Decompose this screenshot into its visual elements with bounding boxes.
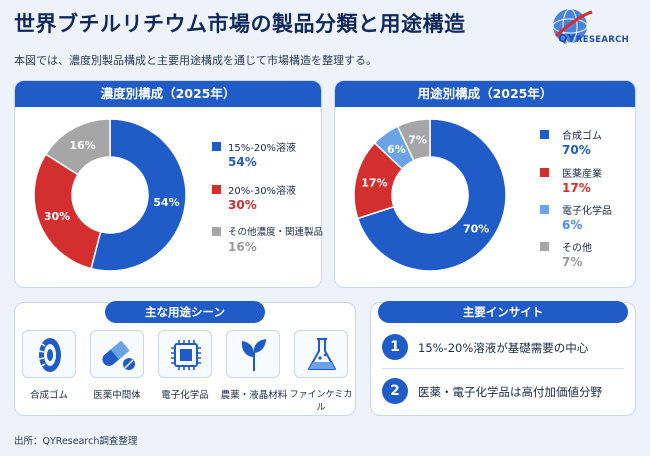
donut-0-slice-0 — [90, 118, 187, 272]
tire-icon — [38, 338, 61, 372]
logo-wordmark: QYRESEARCH — [558, 32, 629, 45]
legend-value-other-conc: 16% — [228, 240, 257, 254]
legend-label-other-app: その他 — [562, 243, 592, 254]
source-note: 出所：QYResearch調査整理 — [14, 436, 138, 447]
page-title: 世界ブチルリチウム市場の製品分類と用途構造 — [14, 12, 466, 36]
page-subtitle: 本図では、濃度別製品構成と主要用途構成を通じて市場構造を整理する。 — [14, 54, 377, 67]
legend-swatch-electronics — [540, 205, 549, 214]
legend-swatch-rubber — [540, 130, 549, 139]
application-donut-chart: 70% 17% 6%7% — [353, 118, 507, 272]
scene-leaf — [226, 330, 280, 378]
scene-flask — [294, 330, 348, 378]
concentration-donut-chart: 54% 30% 16% — [33, 118, 187, 272]
legend-swatch-20-30 — [212, 185, 221, 194]
donut-0-slice-1 — [33, 153, 102, 270]
legend-value-other-app: 7% — [562, 255, 583, 269]
chip-icon — [171, 340, 201, 370]
legend-value-electronics: 6% — [562, 218, 583, 232]
flask-icon — [308, 338, 336, 370]
donut-1-slice-label-0: 70% — [463, 223, 489, 236]
donut-0-slice-label-2: 16% — [69, 139, 95, 152]
scene-chip — [158, 330, 212, 378]
legend-value-20-30: 30% — [228, 198, 257, 212]
insight-number-2: 2 — [382, 378, 408, 404]
concentration-card-title: 濃度別構成（2025年） — [15, 81, 321, 107]
insight-text-1: 15%-20%溶液が基礎需要の中心 — [418, 341, 589, 355]
donut-0-slice-label-0: 54% — [153, 196, 179, 209]
donut-1-slice-label-1: 17% — [361, 177, 387, 190]
insight-number-1: 1 — [382, 334, 408, 360]
scene-label-rubber: 合成ゴム — [29, 390, 68, 401]
scene-label-pharma: 医薬中間体 — [93, 390, 141, 401]
insights-card-title: 主要インサイト — [378, 301, 628, 323]
scene-capsule — [90, 330, 144, 378]
insight-text-2: 医薬・電子化学品は高付加価値分野 — [418, 385, 602, 399]
insight-divider — [382, 368, 624, 369]
donut-0-slice-label-1: 30% — [44, 210, 70, 223]
legend-swatch-15-20 — [212, 142, 221, 151]
legend-label-electronics: 電子化学品 — [562, 206, 612, 217]
legend-label-pharma: 医薬産業 — [562, 169, 602, 180]
legend-label-15-20: 15%-20%溶液 — [228, 143, 297, 154]
scene-label-electronics: 電子化学品 — [161, 390, 209, 401]
scene-tire — [22, 330, 76, 378]
legend-value-rubber: 70% — [562, 143, 591, 157]
legend-swatch-other-app — [540, 242, 549, 251]
logo-main: QY — [558, 32, 576, 45]
donut-1-slice-label-3: 7% — [408, 133, 427, 146]
legend-label-rubber: 合成ゴム — [562, 131, 602, 142]
logo-rest: RESEARCH — [575, 35, 630, 45]
legend-value-15-20: 54% — [228, 155, 257, 169]
donut-0-slice-2 — [44, 118, 111, 176]
leaf-icon — [241, 339, 266, 371]
legend-label-other-conc: その他濃度・関連製品 — [228, 227, 324, 238]
scene-label-fine: ファインケミカル — [289, 390, 353, 413]
globe-logo-icon — [552, 8, 593, 44]
donut-1-slice-0 — [356, 118, 507, 272]
scene-label-agro: 農薬・液晶材料 — [220, 390, 288, 401]
legend-swatch-other-conc — [212, 227, 221, 236]
legend-label-20-30: 20%-30%溶液 — [228, 186, 297, 197]
legend-swatch-pharma — [540, 168, 549, 177]
donut-1-slice-label-2: 6% — [387, 143, 406, 156]
scenes-card-title: 主な用途シーン — [105, 301, 265, 323]
legend-value-pharma: 17% — [562, 181, 591, 195]
capsule-icon — [102, 340, 135, 370]
application-card-title: 用途別構成（2025年） — [335, 81, 635, 107]
donut-1-slice-3 — [396, 118, 431, 162]
